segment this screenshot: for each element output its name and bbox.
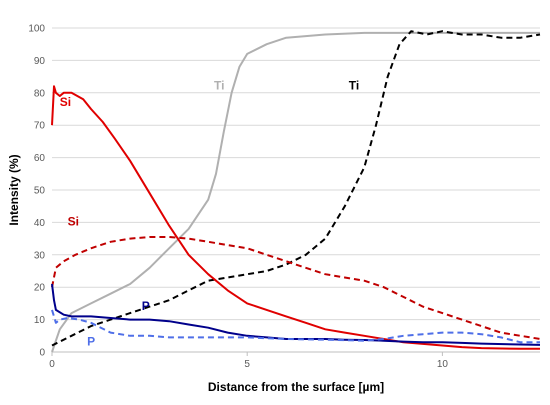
series-line-si-dashed <box>51 236 541 340</box>
series-line-si-solid <box>51 85 540 350</box>
y-tick-label: 100 <box>28 24 45 35</box>
y-tick-label: 50 <box>34 186 46 197</box>
x-tick-label: 5 <box>244 359 250 370</box>
x-tick-labels: 0 5 10 <box>49 352 448 370</box>
y-tick-label: 90 <box>34 56 46 67</box>
y-tick-label: 70 <box>34 121 46 132</box>
series-line-ti-solid <box>51 31 540 353</box>
series-label-si-solid: Si <box>60 95 71 109</box>
y-tick-label: 30 <box>34 250 46 261</box>
series-label-ti-dashed: Ti <box>349 79 359 93</box>
series-label-si-dashed: Si <box>68 215 79 229</box>
series-line-p-dashed <box>51 309 540 344</box>
series-lines <box>51 30 541 353</box>
y-tick-label: 80 <box>34 88 46 99</box>
series-label-ti-solid: Ti <box>214 79 224 93</box>
series-label-p-solid: P <box>142 299 150 313</box>
y-tick-label: 20 <box>34 283 46 294</box>
y-tick-label: 10 <box>34 315 46 326</box>
y-tick-label: 60 <box>34 153 46 164</box>
x-axis-title: Distance from the surface [µm] <box>208 380 384 394</box>
x-tick-label: 10 <box>437 359 449 370</box>
series-line-ti-dashed <box>51 30 541 347</box>
x-tick-label: 0 <box>49 359 55 370</box>
series-line-p-solid <box>51 283 541 346</box>
series-label-p-dashed: P <box>87 335 95 349</box>
y-tick-label: 40 <box>34 218 46 229</box>
y-tick-label: 0 <box>39 348 45 359</box>
y-axis-title: Intensity (%) <box>7 154 21 225</box>
series-labels: Ti Ti Si Si P P <box>60 79 359 349</box>
gridlines <box>52 27 540 321</box>
y-tick-labels: 0 10 20 30 40 50 60 70 80 90 100 <box>28 24 45 359</box>
